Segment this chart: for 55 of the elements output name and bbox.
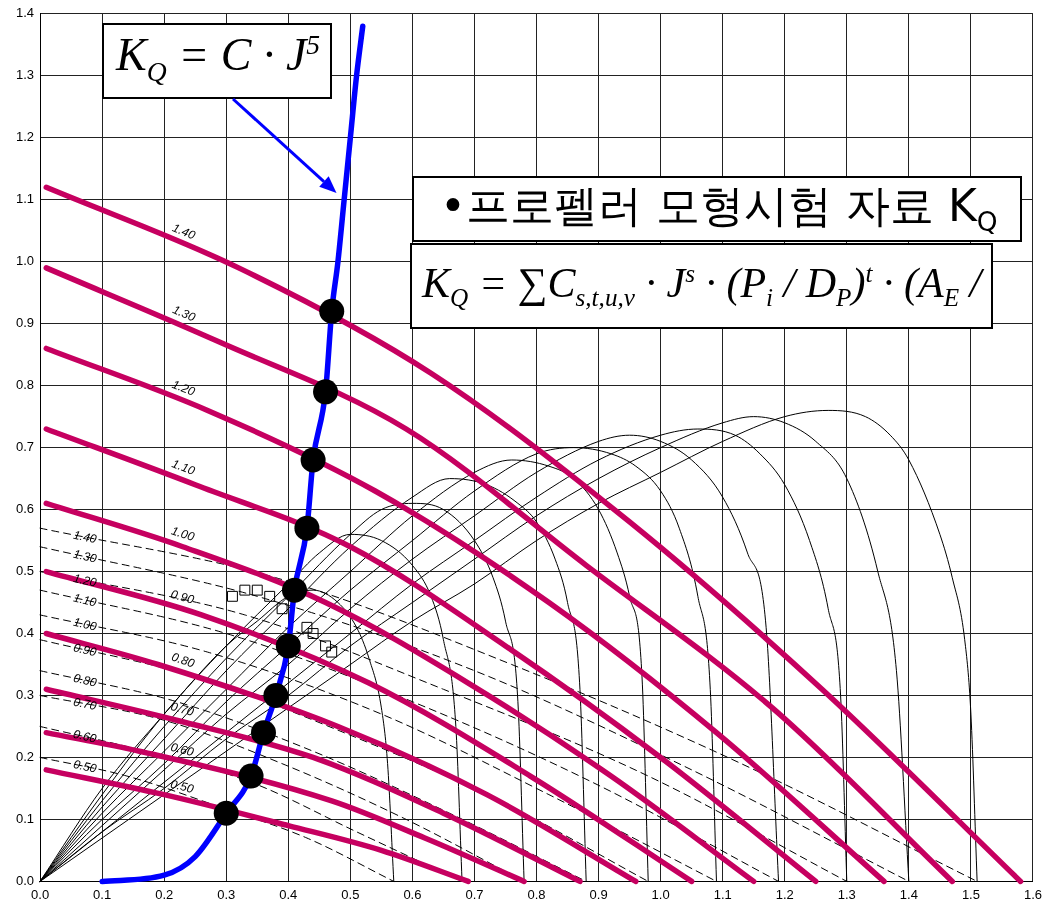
y-tick-label: 1.4	[15, 5, 35, 21]
x-tick-label: 0.5	[341, 886, 360, 902]
y-tick-label: 0.8	[15, 377, 35, 393]
y-tick-label: 0.2	[15, 749, 35, 765]
x-tick-label: 0.8	[527, 886, 546, 902]
text: 0.50	[72, 757, 99, 776]
text: 0.80	[71, 670, 99, 690]
text: 1.40	[170, 220, 198, 243]
x-tick-label: 0.9	[589, 886, 608, 902]
y-tick-label: 1.2	[15, 129, 35, 145]
text: 1.00	[71, 614, 99, 634]
x-tick-label: 1.4	[899, 886, 918, 902]
y-tick-label: 1.0	[15, 253, 35, 269]
text: 1.20	[170, 377, 198, 399]
text: 0.60	[71, 726, 99, 746]
y-tick-label: 0.3	[15, 687, 35, 703]
y-tick-label: 1.3	[15, 67, 35, 83]
y-tick-label: 0.6	[15, 501, 35, 517]
x-tick-label: 1.0	[651, 886, 670, 902]
text: 0.90	[71, 640, 99, 660]
text: 1.00	[169, 523, 197, 545]
y-tick-label: 1.1	[15, 191, 35, 207]
annotation: •프로펠러 모형시험 자료 K$_{Q}$	[440, 179, 998, 238]
text: 1.10	[71, 590, 99, 610]
x-tick-label: 1.3	[837, 886, 856, 902]
y-tick-label: 0.5	[15, 563, 35, 579]
x-tick-label: 0.2	[155, 886, 174, 902]
text: K$_{Q}$ = ∑C$_{s,t,u,v}$ · J$^{s}$ · (P$_{i}$ / D$_{P}$)$^{t}$ · (A$_{E}$ /	[422, 259, 982, 312]
x-tick-label: 0.3	[217, 886, 236, 902]
x-tick-label: 0.4	[279, 886, 298, 902]
text: 0.80	[169, 649, 197, 671]
y-tick-label: 0.0	[15, 872, 35, 888]
x-tick-label: 1.6	[1023, 886, 1042, 902]
x-tick-label: 1.2	[775, 886, 794, 902]
text: 0.70	[72, 694, 99, 713]
text: 1.10	[170, 456, 198, 478]
x-tick-label: 0.1	[93, 886, 112, 902]
text: 0.50	[169, 776, 196, 797]
y-tick-label: 0.7	[15, 439, 35, 455]
x-tick-label: 0.0	[31, 886, 50, 902]
annotation: K$_{Q}$ = C · J$^{5}$	[102, 22, 333, 100]
x-tick-label: 0.7	[465, 886, 484, 902]
y-tick-label: 0.4	[15, 625, 35, 641]
text: 1.40	[72, 527, 99, 547]
y-tick-label: 0.1	[15, 811, 35, 827]
text: 0.90	[169, 586, 196, 607]
x-tick-label: 0.6	[403, 886, 422, 902]
text: 1.20	[72, 571, 99, 590]
x-tick-label: 1.5	[961, 886, 980, 902]
text: 1.30	[170, 302, 198, 325]
text: 1.30	[71, 546, 99, 566]
text: 0.70	[169, 699, 196, 719]
y-tick-label: 0.9	[15, 315, 35, 331]
text: 0.60	[169, 739, 196, 760]
x-tick-label: 1.1	[713, 886, 732, 902]
